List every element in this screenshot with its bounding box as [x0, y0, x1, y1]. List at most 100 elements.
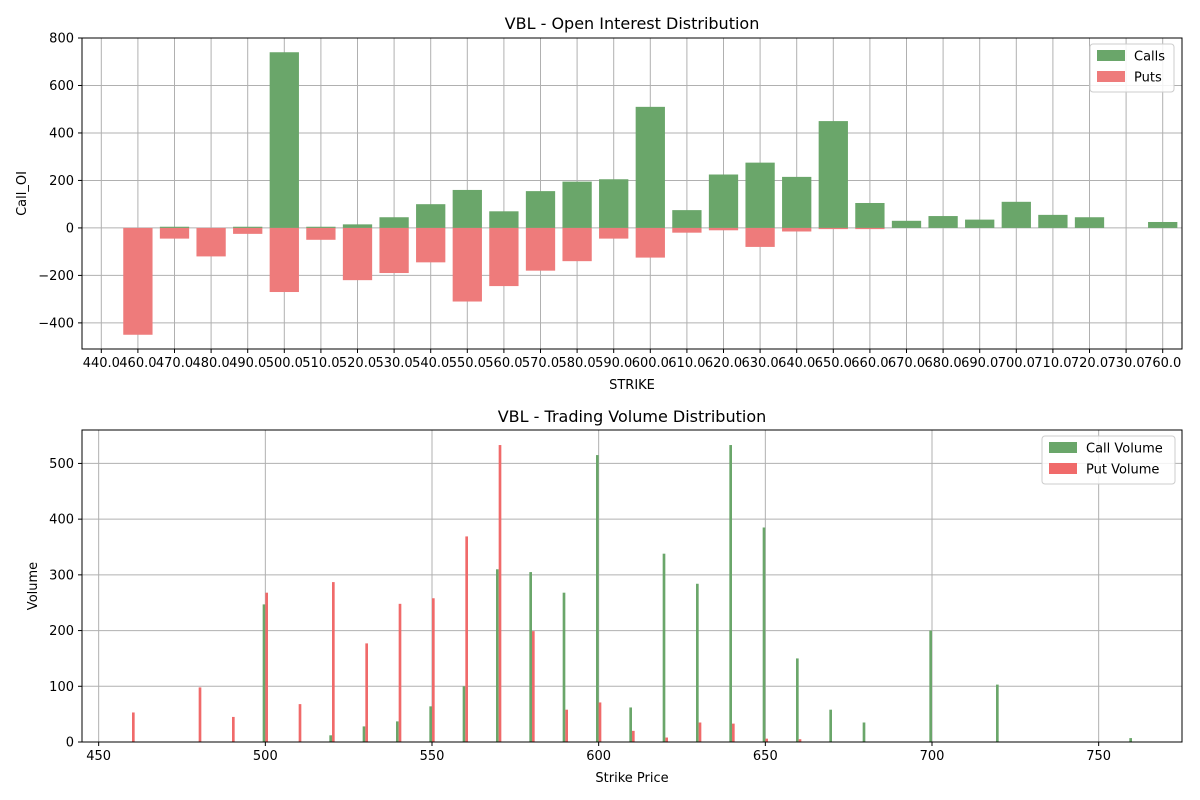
volume-legend: Call Volume Put Volume: [1041, 435, 1176, 485]
put-volume-bar: [432, 598, 435, 742]
call-oi-bar: [379, 217, 409, 228]
volume-legend-label: Put Volume: [1086, 463, 1159, 478]
put-volume-bar: [132, 712, 135, 742]
call-volume-bar: [562, 592, 566, 742]
volume-chart-title: VBL - Trading Volume Distribution: [498, 407, 767, 426]
call-oi-bar: [1001, 201, 1031, 228]
oi-legend-swatch: [1097, 71, 1125, 82]
call-volume-bar: [396, 721, 399, 742]
put-volume-bar: [765, 738, 768, 742]
call-oi-bar: [672, 210, 702, 228]
call-volume-bar: [1129, 738, 1132, 742]
put-oi-bar: [818, 227, 848, 230]
call-volume-bar: [362, 726, 366, 742]
volume-x-tick-label: 750: [1086, 749, 1111, 764]
put-volume-bar: [632, 730, 635, 742]
open-interest-chart: 440.0 460.0 470.0 480.0 490.0 500.0 510.0 520.0…: [15, 14, 1183, 393]
volume-x-axis-label: Strike Price: [595, 771, 668, 786]
put-volume-bar: [498, 445, 502, 742]
oi-x-tick-label: 670.0: [888, 356, 925, 371]
oi-x-tick-label: 610.0: [668, 356, 705, 371]
oi-x-tick-label: 630.0: [741, 356, 778, 371]
oi-x-tick-label: 500.0: [266, 356, 303, 371]
put-volume-bar: [798, 739, 802, 742]
volume-y-tick-label: 0: [66, 736, 74, 751]
put-volume-bar: [298, 704, 302, 742]
volume-y-tick-label: 500: [49, 457, 74, 472]
volume-x-tick-label: 600: [586, 749, 611, 764]
put-oi-bar: [269, 227, 299, 293]
put-oi-bar: [672, 227, 702, 233]
oi-x-tick-label: 540.0: [412, 356, 449, 371]
call-oi-bar: [489, 211, 519, 228]
call-oi-bar: [562, 181, 592, 228]
oi-y-tick-label: 200: [49, 174, 74, 189]
put-oi-bar: [745, 227, 775, 247]
oi-x-tick-label: 550.0: [449, 356, 486, 371]
call-oi-bar: [525, 191, 556, 228]
oi-x-tick-label: 680.0: [924, 356, 961, 371]
put-volume-bar: [532, 631, 535, 742]
put-oi-bar: [196, 227, 226, 257]
oi-x-tick-label: 720.0: [1071, 356, 1108, 371]
oi-x-ticks: 440.0 460.0 470.0 480.0 490.0 500.0 510.0 520.0…: [83, 349, 1181, 371]
call-volume-bar: [796, 658, 799, 742]
oi-legend-swatch: [1097, 50, 1125, 61]
oi-legend: Calls Puts: [1089, 43, 1175, 93]
oi-y-ticks: −400 −200 0 200 400 600 800: [38, 32, 82, 331]
oi-x-tick-label: 650.0: [815, 356, 852, 371]
oi-y-tick-label: −400: [38, 316, 74, 331]
oi-x-tick-label: 760.0: [1144, 356, 1181, 371]
put-volume-bar: [732, 723, 735, 742]
volume-x-tick-label: 450: [86, 749, 111, 764]
put-oi-bar: [452, 227, 482, 302]
trading-volume-chart: 450 500 550 600 650 700 750 0 100 200 300 400 500 V…: [26, 407, 1183, 786]
put-oi-bar: [123, 227, 153, 335]
volume-bars: [132, 445, 1132, 742]
volume-x-tick-label: 550: [420, 749, 445, 764]
put-volume-bar: [665, 737, 668, 742]
volume-legend-label: Call Volume: [1086, 442, 1163, 457]
call-oi-bar: [599, 179, 629, 228]
call-oi-bar: [342, 224, 373, 228]
put-volume-bar: [465, 536, 468, 742]
call-oi-bar: [708, 174, 739, 228]
call-volume-bar: [829, 709, 832, 742]
call-volume-bar: [329, 735, 332, 742]
oi-x-axis-label: STRIKE: [609, 378, 655, 393]
volume-legend-swatch: [1049, 463, 1077, 474]
oi-x-tick-label: 560.0: [485, 356, 522, 371]
oi-x-tick-label: 480.0: [192, 356, 229, 371]
put-oi-bar: [489, 227, 519, 287]
call-volume-bar: [496, 569, 499, 742]
call-oi-bar: [818, 121, 848, 228]
put-oi-bar: [599, 227, 629, 239]
put-oi-bar: [525, 227, 556, 271]
volume-y-tick-label: 400: [49, 513, 74, 528]
oi-x-tick-label: 470.0: [156, 356, 193, 371]
call-volume-bar: [862, 722, 866, 742]
volume-plot-frame: [81, 429, 1183, 743]
call-oi-bar: [159, 226, 190, 228]
call-oi-bar: [1038, 214, 1068, 228]
put-oi-bar: [379, 227, 409, 274]
put-volume-bar: [398, 603, 402, 742]
volume-y-tick-label: 200: [49, 624, 74, 639]
put-oi-bar: [416, 227, 446, 263]
put-volume-bar: [265, 592, 268, 742]
volume-x-ticks: 450 500 550 600 650 700 750: [86, 742, 1111, 764]
oi-x-tick-label: 530.0: [375, 356, 412, 371]
put-volume-bar: [198, 687, 202, 742]
put-volume-bar: [332, 582, 335, 742]
call-volume-bar: [462, 686, 466, 742]
oi-x-tick-label: 600.0: [632, 356, 669, 371]
call-volume-bar: [729, 445, 732, 742]
put-volume-bar: [232, 716, 235, 742]
oi-y-tick-label: −200: [38, 269, 74, 284]
oi-bars: [123, 52, 1178, 335]
call-volume-bar: [429, 706, 432, 742]
call-oi-bar: [635, 106, 665, 228]
volume-x-tick-label: 650: [753, 749, 778, 764]
call-volume-bar: [529, 572, 532, 742]
call-oi-bar: [782, 176, 812, 228]
